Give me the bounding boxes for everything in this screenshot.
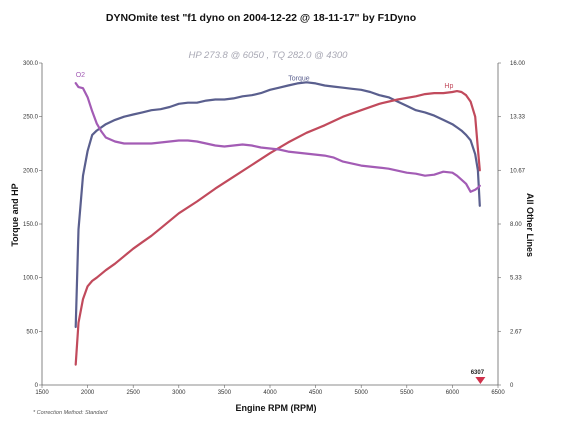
y-left-tick-label: 100.0 <box>23 276 39 282</box>
y-left-tick-label: 200.0 <box>23 168 39 174</box>
series-layer: Torque Hp O2 <box>74 72 481 366</box>
y-right-tick-label: 10.67 <box>510 168 526 174</box>
y-right-tick-label: 8.00 <box>510 222 522 228</box>
y-left-tick-label: 50.0 <box>26 329 38 335</box>
series-line-hp <box>74 89 481 366</box>
rpm-marker-label: 6307 <box>471 370 485 376</box>
y-right-tick-label: 13.33 <box>510 115 526 121</box>
y-left-tick-label: 0 <box>35 383 39 389</box>
x-tick-label: 5000 <box>355 390 369 396</box>
axes <box>41 63 499 386</box>
x-tick-label: 4500 <box>309 390 323 396</box>
y-right-tick-label: 0 <box>510 383 514 389</box>
x-tick-label: 3000 <box>172 390 186 396</box>
y-right-tick-label: 5.33 <box>510 276 522 282</box>
x-tick-label: 3500 <box>218 390 232 396</box>
x-tick-label: 5500 <box>400 390 414 396</box>
y-left-tick-label: 150.0 <box>23 222 39 228</box>
y-left-tick-label: 250.0 <box>23 115 39 121</box>
y-axis-label-right: All Other Lines <box>525 193 535 257</box>
y-right-tick-label: 2.67 <box>510 329 522 335</box>
rpm-marker: 6307 <box>471 370 486 384</box>
x-tick-label: 1500 <box>35 390 49 396</box>
x-tick-label: 6500 <box>491 390 505 396</box>
series-label-torque: Torque <box>288 76 310 83</box>
series-line-o2 <box>74 81 481 193</box>
chart-title: DYNOmite test "f1 dyno on 2004-12-22 @ 1… <box>106 12 416 24</box>
rpm-marker-triangle <box>475 377 486 384</box>
series-label-hp: Hp <box>444 83 453 90</box>
x-tick-label: 2000 <box>81 390 95 396</box>
correction-footnote: * Correction Method: Standard <box>33 410 108 416</box>
x-tick-label: 4000 <box>263 390 277 396</box>
series-label-o2: O2 <box>76 72 85 79</box>
x-tick-label: 6000 <box>446 390 460 396</box>
x-axis-label: Engine RPM (RPM) <box>236 403 317 413</box>
series-line-torque <box>74 81 481 329</box>
y-axis-label-left: Torque and HP <box>10 183 20 246</box>
tick-labels: 1500 2000 2500 3000 3500 4000 4500 5000 5500 6000… <box>23 61 526 396</box>
x-tick-label: 2500 <box>127 390 141 396</box>
y-left-tick-label: 300.0 <box>23 61 39 67</box>
chart-subtitle: HP 273.8 @ 6050 , TQ 282.0 @ 4300 <box>189 50 349 61</box>
y-right-tick-label: 16.00 <box>510 61 526 67</box>
